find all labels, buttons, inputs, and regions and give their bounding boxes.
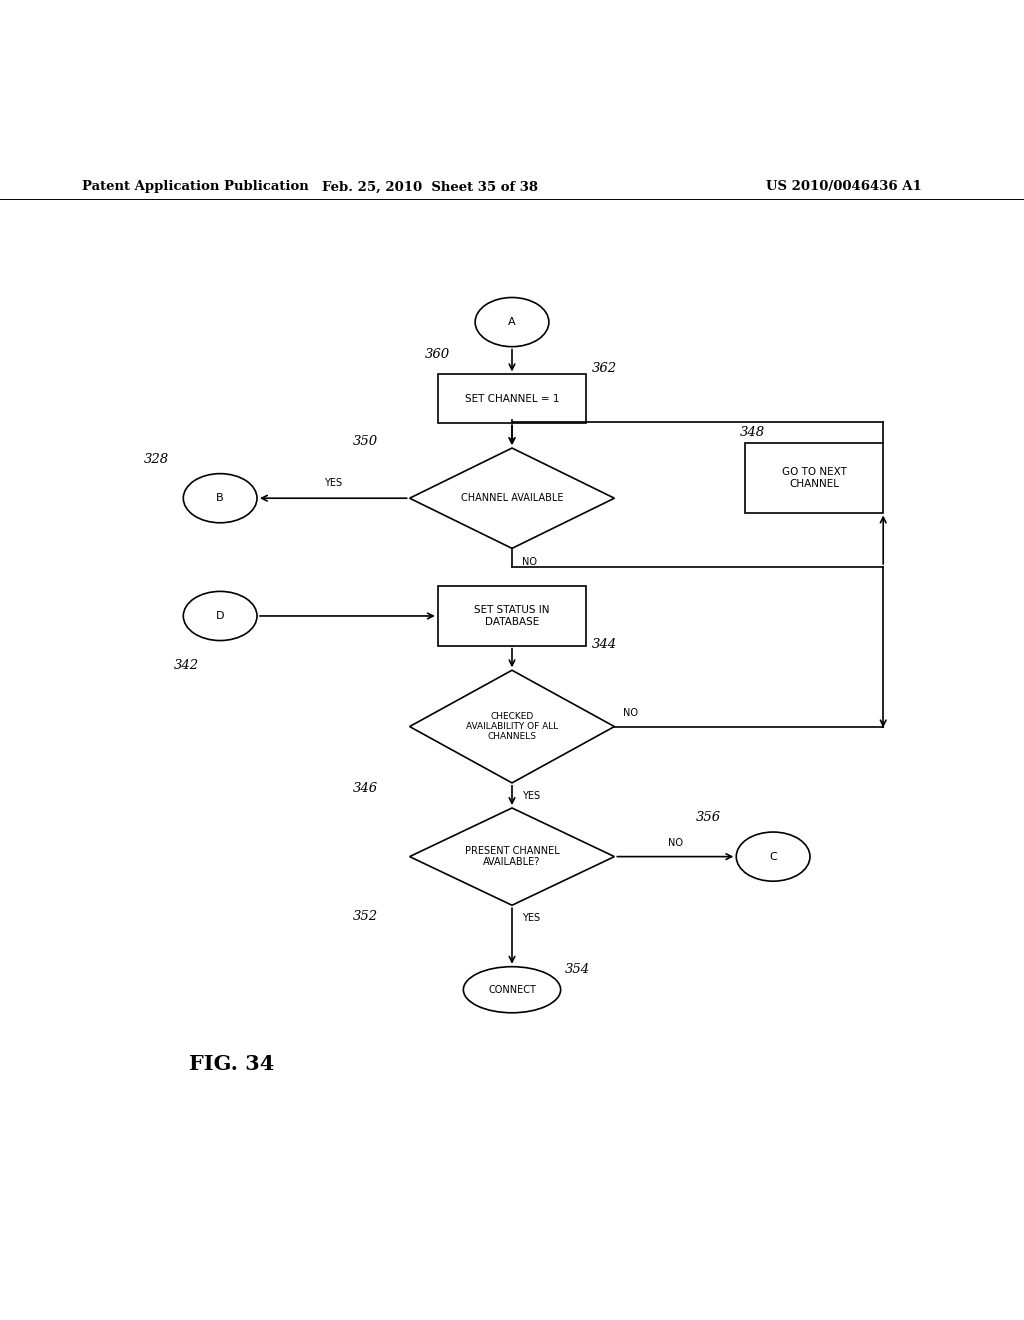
Text: CONNECT: CONNECT — [488, 985, 536, 995]
Text: A: A — [508, 317, 516, 327]
Text: NO: NO — [668, 838, 683, 849]
Text: NO: NO — [623, 709, 638, 718]
Bar — [438, 586, 586, 645]
Bar — [438, 375, 586, 424]
Text: SET CHANNEL = 1: SET CHANNEL = 1 — [465, 393, 559, 404]
Text: 348: 348 — [739, 426, 765, 440]
Text: GO TO NEXT
CHANNEL: GO TO NEXT CHANNEL — [781, 467, 847, 488]
Text: B: B — [216, 494, 224, 503]
Text: SET STATUS IN
DATABASE: SET STATUS IN DATABASE — [474, 605, 550, 627]
Text: YES: YES — [325, 478, 342, 488]
Text: Feb. 25, 2010  Sheet 35 of 38: Feb. 25, 2010 Sheet 35 of 38 — [323, 181, 538, 194]
Text: 360: 360 — [425, 348, 451, 362]
Text: FIG. 34: FIG. 34 — [189, 1055, 274, 1074]
Text: YES: YES — [522, 913, 541, 924]
Text: 350: 350 — [353, 436, 379, 449]
Text: 344: 344 — [592, 638, 617, 651]
Text: Patent Application Publication: Patent Application Publication — [82, 181, 308, 194]
Text: CHANNEL AVAILABLE: CHANNEL AVAILABLE — [461, 494, 563, 503]
Text: NO: NO — [522, 557, 538, 566]
Text: 362: 362 — [592, 362, 617, 375]
Text: C: C — [769, 851, 777, 862]
Text: 356: 356 — [696, 812, 722, 824]
Text: 328: 328 — [143, 453, 169, 466]
Text: 352: 352 — [353, 909, 379, 923]
Text: 354: 354 — [565, 962, 591, 975]
Bar — [745, 444, 883, 512]
Text: 346: 346 — [353, 781, 379, 795]
Text: US 2010/0046436 A1: US 2010/0046436 A1 — [766, 181, 922, 194]
Text: D: D — [216, 611, 224, 620]
Text: 342: 342 — [174, 659, 200, 672]
Text: PRESENT CHANNEL
AVAILABLE?: PRESENT CHANNEL AVAILABLE? — [465, 846, 559, 867]
Text: CHECKED
AVAILABILITY OF ALL
CHANNELS: CHECKED AVAILABILITY OF ALL CHANNELS — [466, 711, 558, 742]
Text: YES: YES — [522, 791, 541, 801]
